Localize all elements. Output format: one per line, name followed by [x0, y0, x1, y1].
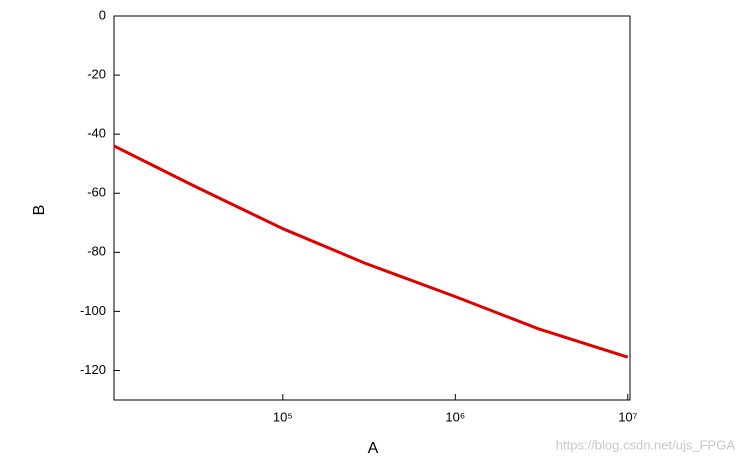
y-tick-label: -60 [87, 185, 106, 200]
x-axis-title: A [368, 440, 379, 457]
y-tick-label: 0 [99, 7, 106, 22]
data-line [113, 144, 629, 359]
x-tick-label: 10⁶ [445, 409, 465, 424]
y-tick-label: -20 [87, 67, 106, 82]
y-tick-label: -80 [87, 244, 106, 259]
y-axis-title: B [31, 205, 48, 216]
y-tick-label: -120 [80, 362, 106, 377]
y-tick-label: -100 [80, 303, 106, 318]
x-tick-label: 10⁵ [273, 409, 293, 424]
plot-frame [113, 15, 631, 401]
x-tick-label: 10⁷ [618, 409, 637, 424]
watermark: https://blog.csdn.net/ujs_FPGA [556, 437, 736, 452]
y-tick-label: -40 [87, 126, 106, 141]
